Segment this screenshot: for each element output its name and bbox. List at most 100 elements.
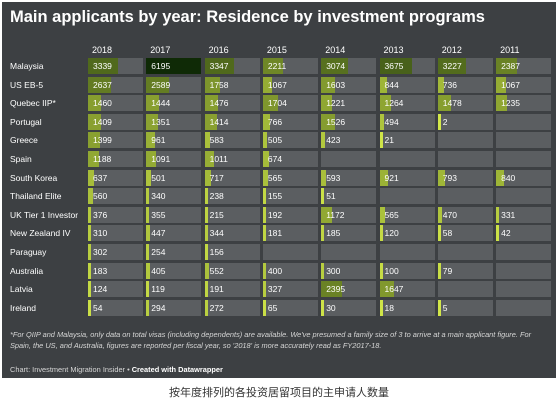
- table-cell: 376: [88, 206, 143, 223]
- table-cell: 1091: [146, 151, 202, 167]
- value-bar: [262, 151, 269, 167]
- table-cell: 501: [146, 169, 202, 186]
- table-cell: 2395: [321, 281, 377, 298]
- cell-value: 155: [267, 191, 283, 202]
- column-header: 2014: [325, 45, 346, 55]
- row-label: Thailand Elite: [10, 191, 62, 202]
- chart-panel: Main applicants by year: Residence by in…: [2, 2, 556, 378]
- table-cell: 1444: [146, 95, 202, 112]
- table-cell: 1011: [204, 151, 260, 167]
- table-cell: [262, 244, 318, 260]
- cell-value: 1399: [93, 135, 112, 146]
- image-caption: 按年度排列的各投资居留项目的主申请人数量: [169, 387, 389, 399]
- value-bar: [379, 132, 383, 149]
- value-bar: [262, 188, 266, 205]
- table-cell: 1221: [321, 95, 377, 112]
- cell-value: 100: [384, 265, 399, 276]
- value-bar: [204, 113, 218, 130]
- value-bar: [146, 76, 170, 93]
- cell-value: 181: [267, 228, 283, 239]
- table-cell: 1476: [204, 95, 260, 112]
- cell-value: 294: [151, 302, 166, 313]
- value-bar: [262, 132, 268, 149]
- table-cell: [437, 132, 493, 149]
- table-cell: 124: [88, 281, 143, 298]
- row-label: Ireland: [10, 302, 36, 313]
- table-cell: 310: [88, 225, 143, 242]
- table-cell: 156: [204, 244, 260, 260]
- value-bar: [321, 58, 349, 74]
- value-bar: [88, 262, 91, 279]
- value-bar: [204, 132, 210, 149]
- table-cell: 355: [146, 206, 202, 223]
- value-bar: [88, 281, 91, 298]
- table-cell: 961: [146, 132, 202, 149]
- cell-value: 272: [209, 302, 224, 313]
- cell-value: 1091: [151, 154, 171, 164]
- cell-value: 565: [384, 209, 399, 220]
- value-bar: [496, 95, 508, 112]
- table-cell: 18: [379, 299, 435, 316]
- cell-value: 840: [501, 172, 516, 183]
- value-bar: [437, 206, 442, 223]
- table-cell: 1188: [88, 151, 143, 167]
- value-bar: [88, 58, 118, 74]
- table-cell: 65: [262, 299, 318, 316]
- row-label: South Korea: [10, 172, 58, 183]
- value-bar: [379, 169, 388, 186]
- value-bar: [321, 76, 336, 93]
- value-bar: [496, 169, 504, 186]
- table-cell: 6195: [146, 58, 202, 74]
- table-cell: 181: [262, 225, 318, 242]
- table-cell: 1067: [262, 76, 318, 93]
- value-bar: [321, 262, 325, 279]
- table-cell: 1647: [379, 281, 435, 298]
- cell-value: 65: [267, 302, 278, 313]
- cell-value: 3347: [209, 61, 229, 71]
- table-cell: 1526: [321, 113, 377, 130]
- value-bar: [146, 244, 150, 260]
- value-bar: [437, 262, 441, 279]
- value-bar: [262, 95, 279, 112]
- table-cell: 51: [321, 188, 377, 205]
- value-bar: [379, 58, 413, 74]
- cell-value: 54: [93, 302, 103, 313]
- table-cell: 3347: [204, 58, 260, 74]
- cell-value: 1235: [501, 98, 521, 109]
- value-bar: [204, 169, 211, 186]
- cell-value: 961: [151, 135, 166, 146]
- value-bar: [379, 281, 395, 298]
- table-cell: [379, 188, 435, 205]
- value-bar: [204, 225, 208, 242]
- table-cell: [496, 262, 552, 279]
- cell-value: 119: [151, 284, 165, 295]
- cell-value: 183: [93, 265, 108, 276]
- row-label: UK Tier 1 Investor: [10, 209, 79, 220]
- cell-value: 3227: [442, 61, 462, 71]
- value-bar: [437, 95, 451, 112]
- value-bar: [204, 58, 235, 74]
- table-cell: 120: [379, 225, 435, 242]
- row-label: Quebec IIP*: [10, 98, 56, 109]
- value-bar: [146, 206, 150, 223]
- table-cell: 447: [146, 225, 202, 242]
- cell-value: 355: [151, 209, 166, 220]
- cell-value: 1221: [326, 98, 346, 109]
- table-cell: 1414: [204, 113, 260, 130]
- cell-value: 1409: [93, 116, 112, 127]
- cell-value: 583: [209, 135, 224, 146]
- cell-value: 1476: [209, 98, 229, 109]
- source-prefix: Chart: Investment Migration Insider •: [10, 365, 132, 374]
- cell-value: 1067: [501, 79, 521, 90]
- table-cell: 1235: [496, 95, 552, 112]
- table-cell: 1478: [437, 95, 493, 112]
- value-bar: [204, 76, 221, 93]
- source-tool-link[interactable]: Created with Datawrapper: [131, 365, 223, 374]
- table-cell: 405: [146, 262, 202, 279]
- value-bar: [146, 151, 156, 167]
- table-cell: 191: [204, 281, 260, 298]
- row-label: Portugal: [10, 116, 42, 127]
- column-header: 2015: [266, 45, 287, 55]
- value-bar: [437, 169, 445, 186]
- cell-value: 1647: [384, 284, 404, 295]
